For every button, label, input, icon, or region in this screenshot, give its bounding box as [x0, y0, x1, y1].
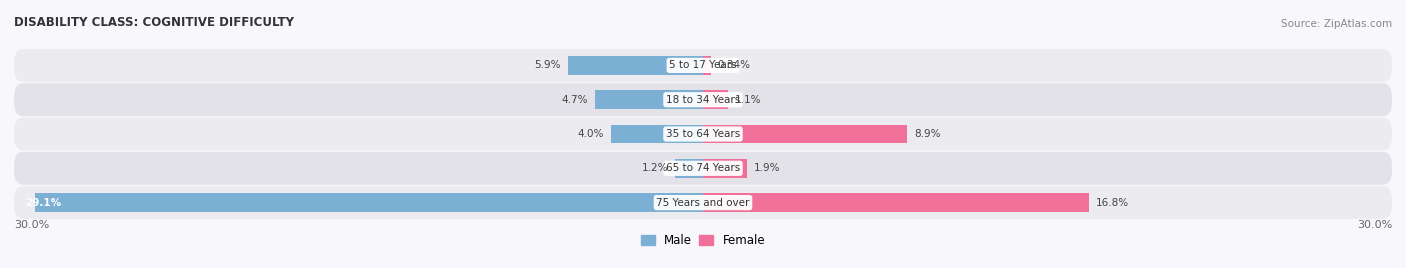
- Bar: [703, 193, 1088, 212]
- Text: 16.8%: 16.8%: [1095, 198, 1129, 208]
- Text: 1.9%: 1.9%: [754, 163, 780, 173]
- Text: 30.0%: 30.0%: [1357, 221, 1392, 230]
- Text: 0.34%: 0.34%: [717, 60, 751, 70]
- Bar: [35, 193, 703, 212]
- Bar: [703, 159, 747, 178]
- Text: 29.1%: 29.1%: [25, 198, 62, 208]
- Text: 1.2%: 1.2%: [643, 163, 669, 173]
- Text: 35 to 64 Years: 35 to 64 Years: [666, 129, 740, 139]
- Text: 4.0%: 4.0%: [578, 129, 605, 139]
- FancyBboxPatch shape: [14, 49, 1392, 82]
- Text: 5 to 17 Years: 5 to 17 Years: [669, 60, 737, 70]
- Text: DISABILITY CLASS: COGNITIVE DIFFICULTY: DISABILITY CLASS: COGNITIVE DIFFICULTY: [14, 16, 294, 29]
- Bar: [703, 125, 907, 143]
- Text: Source: ZipAtlas.com: Source: ZipAtlas.com: [1281, 19, 1392, 29]
- Bar: [595, 90, 703, 109]
- Text: 75 Years and over: 75 Years and over: [657, 198, 749, 208]
- Legend: Male, Female: Male, Female: [636, 229, 770, 252]
- FancyBboxPatch shape: [14, 152, 1392, 185]
- Text: 65 to 74 Years: 65 to 74 Years: [666, 163, 740, 173]
- Bar: [703, 90, 728, 109]
- Bar: [568, 56, 703, 75]
- Text: 30.0%: 30.0%: [14, 221, 49, 230]
- Text: 8.9%: 8.9%: [914, 129, 941, 139]
- Text: 4.7%: 4.7%: [561, 95, 588, 105]
- FancyBboxPatch shape: [14, 186, 1392, 219]
- Text: 18 to 34 Years: 18 to 34 Years: [666, 95, 740, 105]
- Text: 1.1%: 1.1%: [735, 95, 762, 105]
- FancyBboxPatch shape: [14, 118, 1392, 150]
- FancyBboxPatch shape: [14, 83, 1392, 116]
- Bar: [703, 56, 711, 75]
- Bar: [612, 125, 703, 143]
- Text: 5.9%: 5.9%: [534, 60, 561, 70]
- Bar: [675, 159, 703, 178]
